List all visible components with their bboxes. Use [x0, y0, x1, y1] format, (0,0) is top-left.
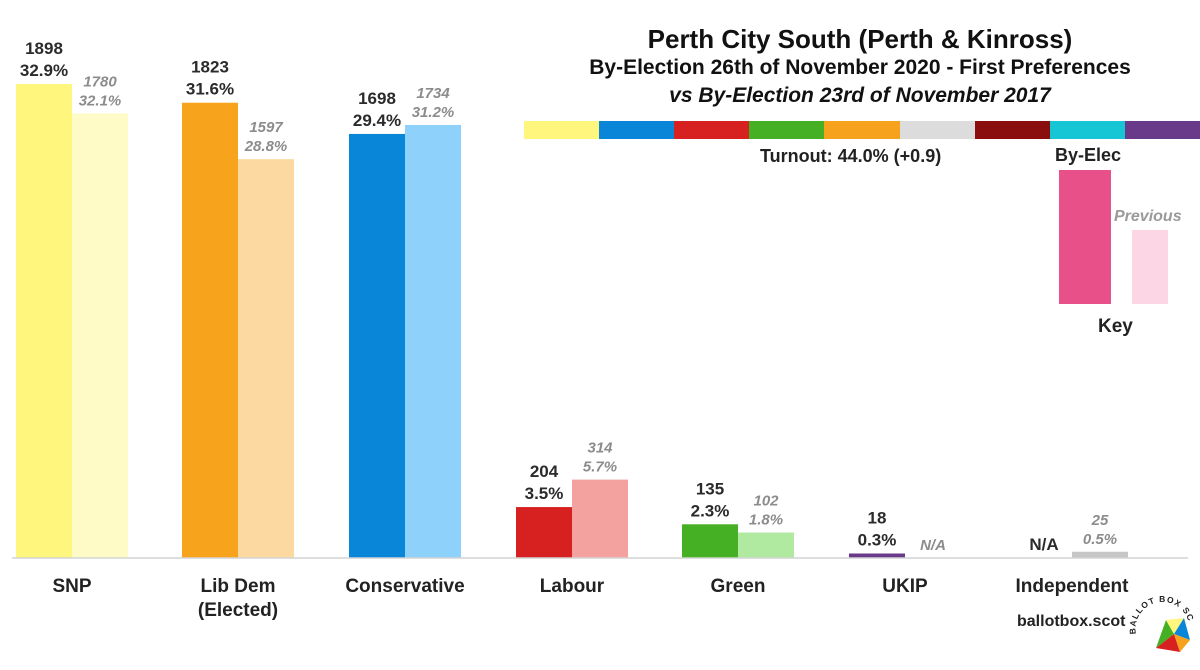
data-label-by-election: 1698 29.4% — [353, 89, 401, 130]
data-label-by-election: 135 2.3% — [691, 479, 730, 520]
bar-by-election — [16, 83, 72, 559]
category-label: Independent — [1016, 576, 1130, 597]
title-block: Perth City South (Perth & Kinross) By-El… — [520, 24, 1200, 110]
bar-previous — [738, 532, 794, 558]
data-label-by-election: 1898 32.9% — [20, 39, 68, 80]
data-label-previous: 25 0.5% — [1083, 512, 1117, 548]
bar-previous — [72, 113, 128, 558]
color-strip-segment — [1124, 121, 1200, 139]
bar-by-election — [349, 133, 405, 559]
bar-by-election — [182, 102, 238, 558]
key-prev-label: Previous — [1114, 208, 1182, 225]
chart-title: Perth City South (Perth & Kinross) — [647, 24, 1073, 54]
color-strip-segment — [974, 121, 1050, 139]
chart-subtitle-comparison: vs By-Election 23rd of November 2017 — [669, 84, 1051, 107]
chart-subtitle: By-Election 26th of November 2020 - Firs… — [589, 56, 1131, 79]
data-label-previous: N/A — [920, 537, 946, 554]
data-label-previous: 1780 32.1% — [79, 73, 122, 109]
key-new-swatch — [1059, 170, 1111, 304]
bar-previous — [572, 479, 628, 558]
turnout-text: Turnout: 44.0% (+0.9) — [760, 146, 942, 166]
data-label-by-election: N/A — [1029, 535, 1058, 554]
color-strip-segment — [524, 121, 600, 139]
party-color-strip — [524, 121, 1200, 139]
color-strip-segment — [824, 121, 900, 139]
bar-by-election — [516, 507, 572, 558]
key-title: Key — [1098, 316, 1133, 337]
color-strip-segment — [899, 121, 975, 139]
ballot-box-scotland-logo: BALLOT BOX SCOTLAND — [1126, 590, 1195, 652]
key-prev-swatch — [1132, 230, 1168, 304]
bar-previous — [238, 159, 294, 558]
category-label: Labour — [540, 576, 605, 597]
data-label-previous: 102 1.8% — [749, 493, 783, 529]
category-label: UKIP — [882, 576, 928, 597]
data-label-by-election: 204 3.5% — [525, 462, 564, 503]
color-strip-segment — [599, 121, 675, 139]
category-label: Conservative — [345, 576, 464, 597]
bar-by-election — [849, 553, 905, 558]
category-label: Green — [711, 576, 766, 597]
bar-previous — [1072, 551, 1128, 558]
data-label-previous: 1597 28.8% — [244, 119, 288, 155]
color-strip-segment — [674, 121, 750, 139]
data-label-previous: 1734 31.2% — [412, 85, 455, 121]
category-label: SNP — [52, 576, 91, 597]
color-strip-segment — [1049, 121, 1125, 139]
bar-by-election — [682, 524, 738, 558]
data-label-by-election: 1823 31.6% — [186, 58, 234, 99]
data-label-previous: 314 5.7% — [583, 440, 617, 476]
color-strip-segment — [749, 121, 825, 139]
brand-text: ballotbox.scot — [1017, 613, 1126, 630]
category-label: Lib Dem (Elected) — [198, 576, 278, 621]
data-label-by-election: 18 0.3% — [858, 509, 897, 550]
bar-previous — [405, 124, 461, 559]
key-new-label: By-Elec — [1054, 145, 1122, 165]
